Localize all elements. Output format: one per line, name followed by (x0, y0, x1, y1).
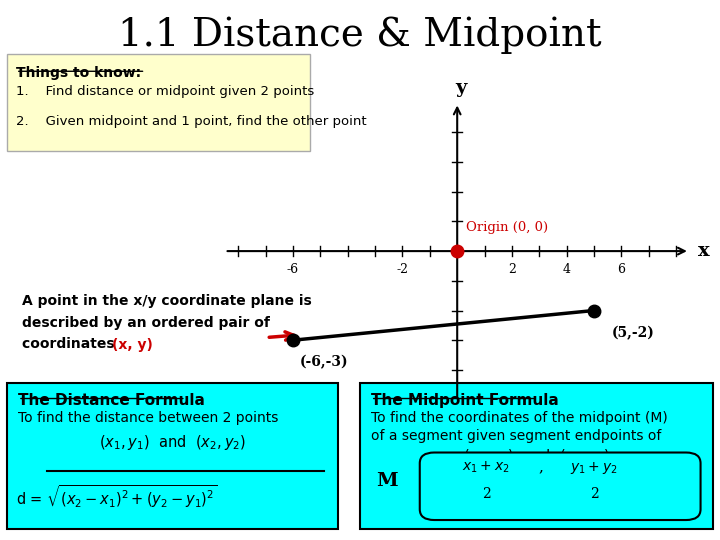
Text: The Midpoint Formula: The Midpoint Formula (371, 393, 559, 408)
Text: $(x_1, y_1)$  and  $(x_2, y_2)$: $(x_1, y_1)$ and $(x_2, y_2)$ (99, 433, 246, 452)
Text: d = $\sqrt{(x_2 - x_1)^2 + (y_2 - y_1)^2}$: d = $\sqrt{(x_2 - x_1)^2 + (y_2 - y_1)^2… (16, 483, 217, 510)
Text: 1.    Find distance or midpoint given 2 points: 1. Find distance or midpoint given 2 poi… (16, 85, 314, 98)
Text: 1.1 Distance & Midpoint: 1.1 Distance & Midpoint (118, 16, 602, 54)
Text: $y_1 + y_2$: $y_1 + y_2$ (570, 460, 618, 476)
Text: of a segment given segment endpoints of: of a segment given segment endpoints of (371, 429, 661, 443)
Text: A point in the x/y coordinate plane is: A point in the x/y coordinate plane is (22, 294, 311, 308)
Text: The Distance Formula: The Distance Formula (18, 393, 205, 408)
Text: (x, y): (x, y) (112, 338, 153, 352)
Text: ,: , (539, 460, 544, 474)
Text: described by an ordered pair of: described by an ordered pair of (22, 316, 269, 330)
Text: To find the coordinates of the midpoint (M): To find the coordinates of the midpoint … (371, 411, 667, 426)
Text: Things to know:: Things to know: (16, 66, 141, 80)
Text: (5,-2): (5,-2) (612, 326, 655, 340)
Text: $x_1 + x_2$: $x_1 + x_2$ (462, 460, 510, 476)
FancyBboxPatch shape (7, 383, 338, 529)
Text: coordinates: coordinates (22, 338, 119, 352)
Text: 2.    Given midpoint and 1 point, find the other point: 2. Given midpoint and 1 point, find the … (16, 115, 366, 128)
Text: 4: 4 (562, 263, 571, 276)
Text: -6: -6 (287, 263, 299, 276)
FancyBboxPatch shape (420, 453, 701, 520)
Text: x: x (698, 242, 710, 260)
Text: -2: -2 (397, 263, 408, 276)
Text: $(x_1, y_1)$  and  $(x_2, y_2)$: $(x_1, y_1)$ and $(x_2, y_2)$ (463, 447, 610, 466)
Text: 2: 2 (482, 487, 490, 501)
Text: 2: 2 (590, 487, 598, 501)
Text: y: y (455, 79, 467, 97)
FancyBboxPatch shape (360, 383, 713, 529)
Text: To find the distance between 2 points: To find the distance between 2 points (18, 411, 279, 426)
Text: 2: 2 (508, 263, 516, 276)
Text: 6: 6 (617, 263, 626, 276)
Text: Origin (0, 0): Origin (0, 0) (466, 221, 548, 234)
Text: (-6,-3): (-6,-3) (300, 355, 349, 369)
Text: M: M (376, 472, 397, 490)
FancyBboxPatch shape (7, 54, 310, 151)
